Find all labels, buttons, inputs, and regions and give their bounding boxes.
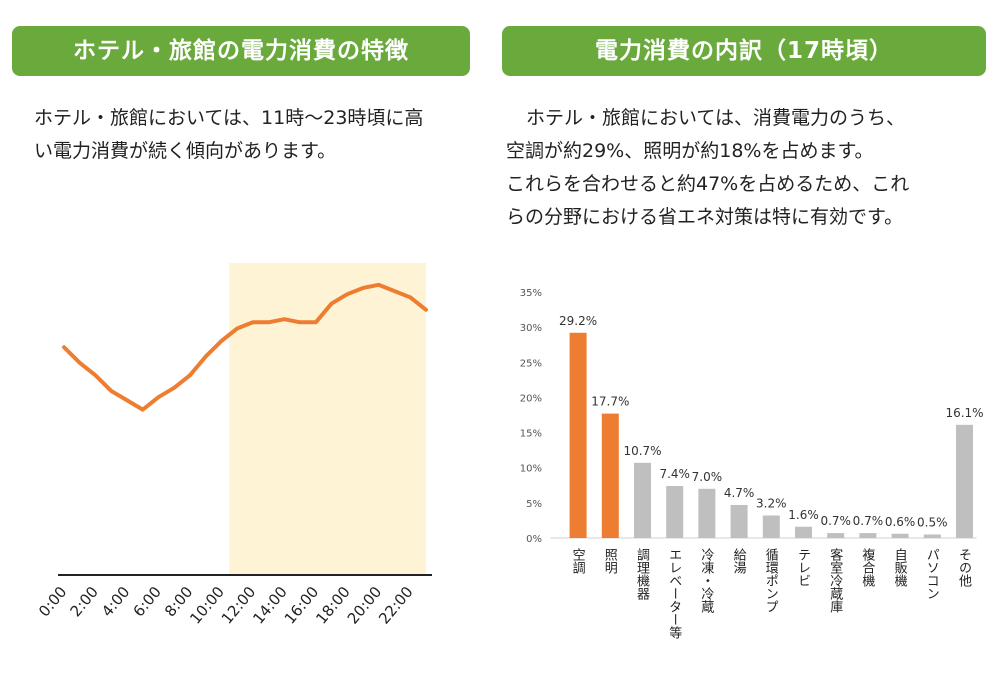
y-tick-label: 10% — [520, 464, 542, 475]
data-label: 0.5% — [917, 515, 948, 529]
description-line: これらを合わせると約47%を占めるため、これ — [506, 173, 910, 195]
y-tick-label: 20% — [520, 393, 542, 404]
x-tick-label: 10:00 — [186, 583, 228, 628]
bar — [827, 533, 845, 538]
right-panel-header: 電力消費の内訳（17時頃） — [502, 26, 986, 76]
data-label: 7.4% — [659, 467, 690, 481]
category-label: その他 — [956, 548, 972, 588]
y-tick-label: 5% — [526, 499, 542, 510]
data-label: 29.2% — [559, 314, 597, 328]
y-tick-label: 0% — [526, 534, 542, 545]
x-tick-label: 4:00 — [98, 583, 133, 620]
bar — [795, 526, 812, 538]
description-line: ホテル・旅館においては、消費電力のうち、 — [526, 107, 906, 129]
category-label: エレベーター等 — [666, 548, 682, 639]
category-label: 給湯 — [731, 548, 747, 574]
y-tick-label: 30% — [520, 323, 542, 334]
x-tick-label: 16:00 — [281, 583, 323, 628]
category-label: テレビ — [795, 548, 810, 587]
category-label: 調理機器 — [634, 548, 650, 601]
category-label: 循環ポンプ — [763, 548, 779, 613]
bar — [601, 413, 619, 538]
data-label: 3.2% — [756, 497, 787, 511]
bar — [762, 515, 780, 538]
bar — [859, 533, 877, 538]
bar — [923, 534, 941, 538]
hourly-consumption-line-chart: 0:002:004:006:008:0010:0012:0014:0016:00… — [35, 263, 432, 628]
bar — [569, 332, 587, 538]
x-tick-label: 14:00 — [249, 583, 291, 628]
x-tick-label: 22:00 — [375, 583, 417, 628]
left-panel-header: ホテル・旅館の電力消費の特徴 — [12, 26, 470, 76]
bar — [891, 533, 909, 538]
bar — [698, 488, 716, 538]
y-tick-label: 25% — [520, 358, 542, 369]
x-tick-label: 20:00 — [344, 583, 386, 628]
data-label: 0.7% — [853, 514, 884, 528]
x-tick-label: 18:00 — [312, 583, 354, 628]
right-panel-description: ホテル・旅館においては、消費電力のうち、 空調が約29%、照明が約18%を占めま… — [506, 102, 976, 234]
data-label: 0.6% — [885, 515, 916, 529]
peak-period-highlight — [229, 263, 426, 575]
consumption-series-line — [62, 282, 428, 412]
left-panel-description: ホテル・旅館においては、11時〜23時頃に高い電力消費が続く傾向があります。 — [34, 107, 424, 162]
category-label: 複合機 — [859, 547, 875, 587]
data-label: 1.6% — [788, 508, 819, 522]
category-label: 客室冷蔵庫 — [827, 547, 843, 613]
category-label: パソコン — [924, 548, 940, 600]
bar — [956, 424, 973, 538]
y-tick-label: 35% — [520, 288, 542, 299]
data-label: 0.7% — [820, 514, 851, 528]
category-label: 照明 — [602, 548, 618, 575]
description-line: 空調が約29%、照明が約18%を占めます。 — [506, 140, 874, 162]
x-tick-label: 0:00 — [35, 583, 70, 620]
category-label: 自販機 — [892, 548, 908, 587]
data-label: 10.7% — [623, 444, 661, 458]
data-label: 4.7% — [724, 486, 755, 500]
category-label: 空調 — [570, 548, 586, 574]
description-line: らの分野における省エネ対策は特に有効です。 — [506, 206, 904, 228]
x-tick-label: 12:00 — [218, 583, 260, 628]
bar — [730, 504, 748, 538]
category-label: 冷凍・冷蔵 — [698, 548, 714, 613]
data-label: 17.7% — [591, 395, 629, 409]
x-tick-label: 6:00 — [130, 583, 165, 620]
bar — [634, 462, 651, 538]
data-label: 7.0% — [692, 470, 723, 484]
y-tick-label: 15% — [520, 429, 542, 440]
data-label: 16.1% — [945, 406, 983, 420]
consumption-breakdown-bar-chart: 0% 5% 10% 15% 20% 25% 30% 35% 29.2% 空調 17.7% 照明 10.7… — [520, 288, 984, 639]
x-tick-label: 2:00 — [67, 583, 102, 620]
bar — [666, 485, 684, 538]
